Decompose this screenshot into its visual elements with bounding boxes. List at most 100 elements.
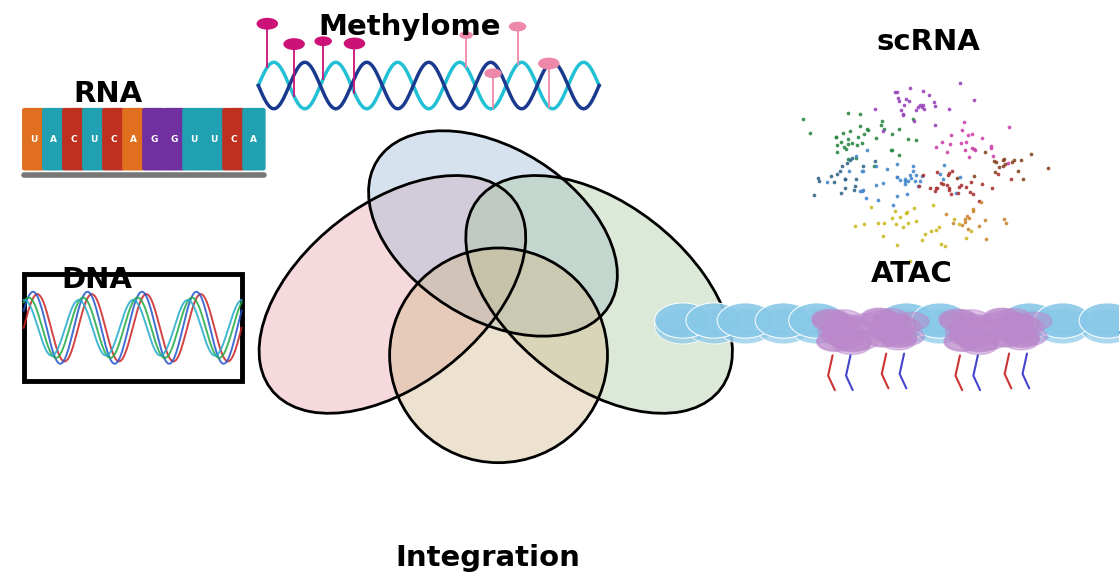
Point (888, 191, 906, 201)
Point (914, 101, 932, 110)
Point (996, 159, 1014, 168)
Point (993, 161, 1011, 170)
Circle shape (870, 324, 905, 342)
Point (950, 219, 968, 229)
Point (949, 188, 967, 198)
Point (963, 129, 981, 138)
Point (892, 212, 909, 222)
Ellipse shape (368, 131, 617, 336)
Point (931, 170, 949, 179)
Point (896, 176, 914, 185)
Point (853, 185, 871, 194)
FancyBboxPatch shape (203, 108, 225, 170)
Point (890, 150, 908, 160)
Point (869, 218, 887, 227)
Point (956, 146, 974, 155)
Point (914, 86, 932, 95)
Point (916, 230, 934, 239)
Point (958, 212, 976, 221)
Point (924, 201, 942, 210)
Point (897, 95, 915, 104)
Point (984, 156, 1002, 166)
Point (896, 174, 914, 184)
Point (888, 241, 906, 250)
Point (884, 214, 902, 223)
Point (851, 121, 869, 131)
Point (987, 157, 1005, 166)
Point (859, 125, 877, 135)
Circle shape (941, 310, 978, 329)
Ellipse shape (1035, 303, 1091, 338)
Circle shape (941, 312, 978, 332)
Point (853, 139, 871, 148)
Point (945, 215, 963, 224)
Circle shape (315, 37, 332, 45)
Ellipse shape (912, 308, 968, 344)
Text: DNA: DNA (60, 266, 132, 294)
Text: C: C (111, 135, 118, 143)
Point (941, 168, 959, 178)
Point (951, 173, 969, 182)
Point (973, 180, 991, 189)
Circle shape (954, 328, 992, 347)
Point (937, 147, 955, 157)
Point (847, 154, 865, 163)
Point (866, 156, 884, 166)
Point (952, 138, 970, 147)
Text: Methylome: Methylome (318, 13, 501, 41)
Point (828, 132, 846, 142)
Circle shape (819, 322, 856, 342)
Point (895, 110, 913, 119)
Point (911, 176, 928, 185)
Point (959, 130, 977, 139)
Ellipse shape (1001, 303, 1057, 338)
Circle shape (1005, 329, 1039, 347)
Circle shape (867, 328, 902, 346)
Point (847, 221, 865, 230)
Point (939, 180, 956, 189)
Ellipse shape (788, 303, 846, 338)
Point (1002, 174, 1020, 184)
Point (911, 100, 928, 110)
Circle shape (1017, 312, 1052, 331)
Point (851, 186, 869, 195)
Point (894, 222, 912, 231)
Point (867, 181, 885, 190)
Point (904, 161, 922, 171)
Point (848, 141, 866, 150)
Point (899, 97, 917, 106)
Circle shape (833, 332, 871, 352)
Text: ATAC: ATAC (871, 260, 953, 288)
Point (810, 177, 828, 186)
Point (963, 143, 981, 152)
Ellipse shape (878, 308, 934, 344)
Circle shape (838, 319, 876, 339)
Point (875, 124, 893, 134)
Point (827, 132, 844, 141)
Circle shape (974, 314, 1011, 333)
Ellipse shape (1080, 308, 1120, 344)
Circle shape (866, 329, 900, 347)
Circle shape (842, 331, 879, 350)
Point (1000, 122, 1018, 132)
Point (952, 180, 970, 189)
Circle shape (833, 335, 870, 354)
Point (1006, 156, 1024, 165)
Point (1009, 166, 1027, 175)
FancyBboxPatch shape (22, 108, 46, 170)
Point (822, 171, 840, 181)
Circle shape (886, 318, 921, 336)
Point (888, 172, 906, 181)
Point (890, 175, 908, 185)
Point (847, 151, 865, 160)
Circle shape (993, 319, 1028, 338)
Bar (24, 274, 242, 381)
Point (843, 138, 861, 147)
Ellipse shape (259, 175, 525, 413)
FancyBboxPatch shape (102, 108, 125, 170)
Point (914, 236, 932, 245)
Circle shape (950, 322, 987, 341)
Point (964, 206, 982, 216)
Text: G: G (150, 135, 158, 143)
Point (970, 196, 988, 205)
